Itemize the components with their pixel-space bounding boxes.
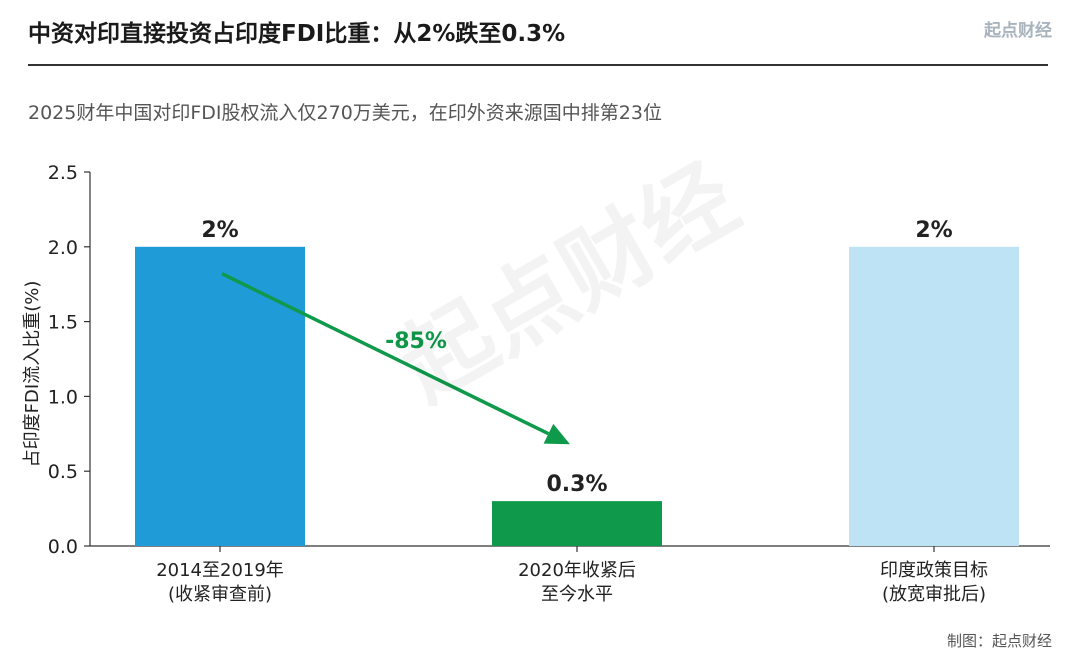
data-label-1: 2% (201, 218, 238, 243)
x-tick-label: 至今水平 (541, 584, 613, 605)
data-label-3: 2% (915, 218, 952, 243)
x-tick-label: 2014至2019年 (156, 560, 284, 581)
annotation-arrow-head (543, 423, 570, 445)
x-tick-label: 2020年收紧后 (518, 560, 636, 581)
chart-annotation: -85% (221, 272, 570, 445)
y-tick-label: 0.5 (48, 461, 78, 483)
annotation-arrow-line (221, 272, 550, 436)
y-tick-label: 1.0 (48, 386, 78, 408)
chart-y-tick-labels: 0.0 0.5 1.0 1.5 2.0 2.5 (48, 162, 90, 558)
bar-1 (135, 246, 305, 547)
y-tick-label: 2.0 (48, 237, 78, 259)
brand-logo-text: 起点财经 (984, 21, 1052, 41)
y-tick-label: 1.5 (48, 312, 78, 334)
chart-bars (135, 246, 1019, 547)
y-tick-label: 2.5 (48, 162, 78, 184)
title-divider (28, 64, 1048, 66)
x-tick-label: 印度政策目标 (880, 560, 988, 581)
bar-2 (492, 501, 662, 546)
chart-title: 中资对印直接投资占印度FDI比重：从2%跌至0.3% (28, 21, 566, 47)
y-tick-label: 0.0 (48, 536, 78, 558)
x-tick-label: (收紧审查前) (168, 584, 272, 605)
chart-data-labels: 2% 0.3% 2% (201, 218, 952, 497)
chart-credit: 制图：起点财经 (946, 632, 1052, 650)
annotation-label: -85% (385, 329, 447, 354)
x-tick-label: (放宽审批后) (882, 584, 986, 605)
data-label-2: 0.3% (546, 472, 607, 497)
y-axis-label: 占印度FDI流入比重(%) (22, 281, 43, 468)
bar-3 (849, 246, 1019, 547)
chart-subtitle: 2025财年中国对印FDI股权流入仅270万美元，在印外资来源国中排第23位 (28, 102, 662, 124)
